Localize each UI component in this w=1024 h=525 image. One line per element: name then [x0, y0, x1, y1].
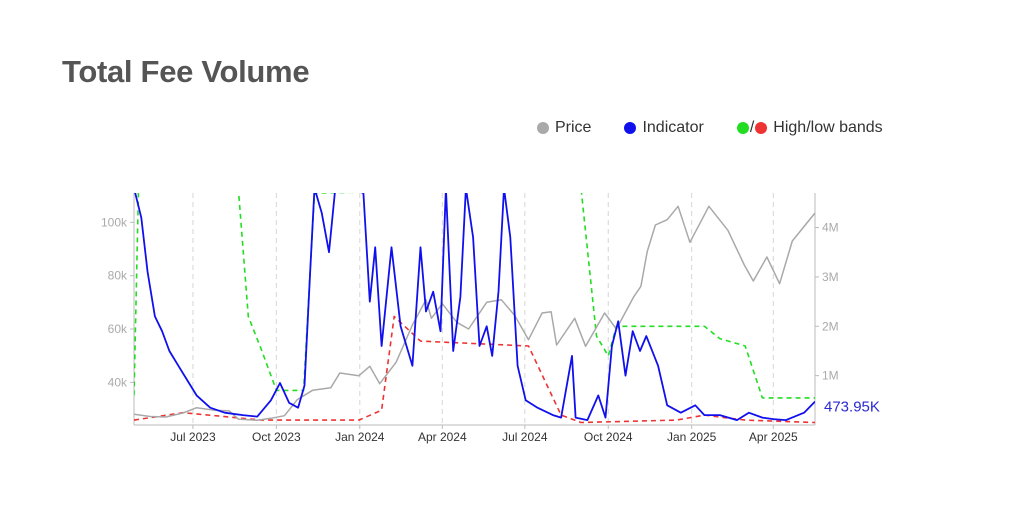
y-right-tick-label: 2M	[822, 319, 839, 333]
x-tick-label: Apr 2025	[749, 430, 798, 444]
low-band-line	[134, 315, 815, 424]
price-dot-icon	[537, 122, 549, 134]
y-left-tick-label: 40k	[108, 375, 128, 389]
x-tick-label: Jul 2024	[502, 430, 548, 444]
low-band-dot-icon	[755, 122, 768, 134]
legend-label-price: Price	[555, 119, 592, 136]
legend-item-indicator[interactable]: Indicator	[624, 119, 704, 137]
x-tick-label: Apr 2024	[418, 430, 467, 444]
x-tick-label: Jan 2024	[335, 430, 385, 444]
legend-item-price[interactable]: Price	[537, 119, 591, 137]
legend-label-indicator: Indicator	[642, 119, 704, 136]
indicator-line	[134, 193, 815, 421]
legend: Price Indicator / High/low bands	[537, 119, 883, 137]
legend-item-bands[interactable]: / High/low bands	[736, 119, 883, 137]
indicator-dot-icon	[624, 122, 637, 134]
x-tick-label: Oct 2023	[252, 430, 301, 444]
y-left-tick-label: 80k	[108, 269, 128, 283]
y-left-tick-label: 60k	[108, 322, 128, 336]
high-band-line	[134, 193, 815, 399]
x-tick-label: Jul 2023	[170, 430, 216, 444]
y-right-tick-label: 4M	[822, 221, 839, 235]
high-band-dot-icon	[736, 122, 749, 134]
tick-labels: Jul 2023 Oct 2023 Jan 2024 Apr 2024 Jul 2024…	[101, 215, 839, 444]
y-left-tick-label: 100k	[101, 215, 128, 229]
x-tick-label: Oct 2024	[584, 430, 633, 444]
axes	[130, 193, 819, 429]
page-title: Total Fee Volume	[62, 54, 310, 89]
last-value-label: 473.95K	[824, 399, 880, 416]
series-layer	[134, 193, 815, 424]
legend-separator: /	[749, 119, 755, 136]
legend-label-bands: High/low bands	[773, 119, 883, 136]
x-tick-label: Jan 2025	[667, 430, 717, 444]
y-right-tick-label: 1M	[822, 369, 839, 383]
vertical-grid-lines	[192, 193, 774, 425]
price-line	[134, 205, 815, 421]
y-right-tick-label: 3M	[822, 270, 839, 284]
